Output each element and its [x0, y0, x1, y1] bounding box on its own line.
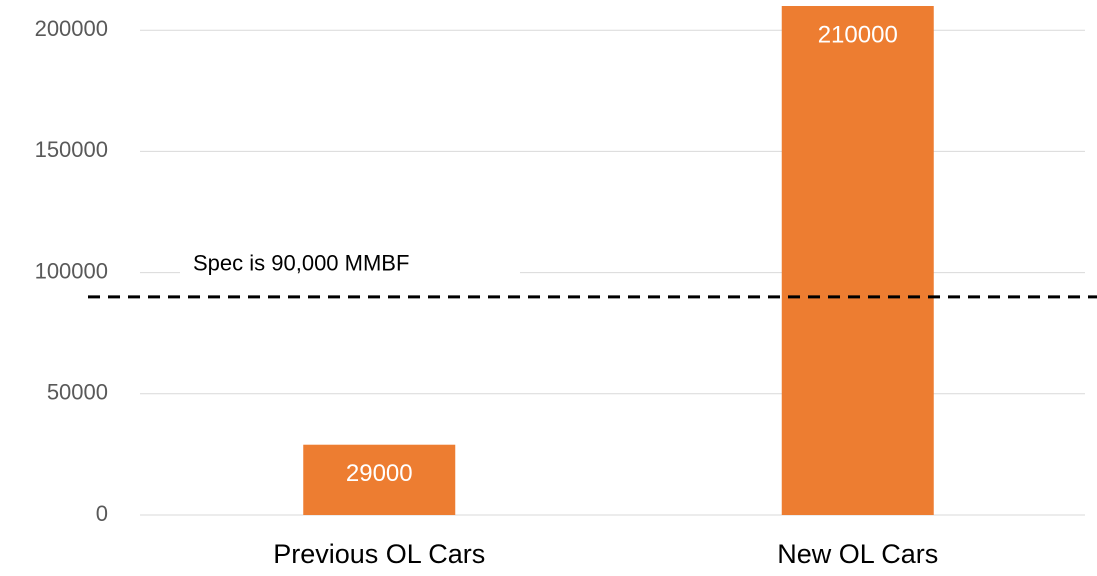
bar — [303, 444, 456, 515]
y-tick-label: 200000 — [35, 16, 108, 41]
y-tick-label: 0 — [96, 501, 108, 526]
x-tick-label: New OL Cars — [777, 539, 938, 569]
annotation: Spec is 90,000 MMBF — [193, 251, 409, 276]
data-label: 29000 — [346, 460, 413, 487]
y-tick-label: 150000 — [35, 137, 108, 162]
annotation-background — [180, 248, 520, 279]
bar — [781, 6, 934, 515]
x-tick-label: Previous OL Cars — [273, 539, 485, 569]
y-tick-label: 50000 — [47, 380, 108, 405]
data-label: 210000 — [818, 21, 898, 48]
y-tick-label: 100000 — [35, 258, 108, 283]
